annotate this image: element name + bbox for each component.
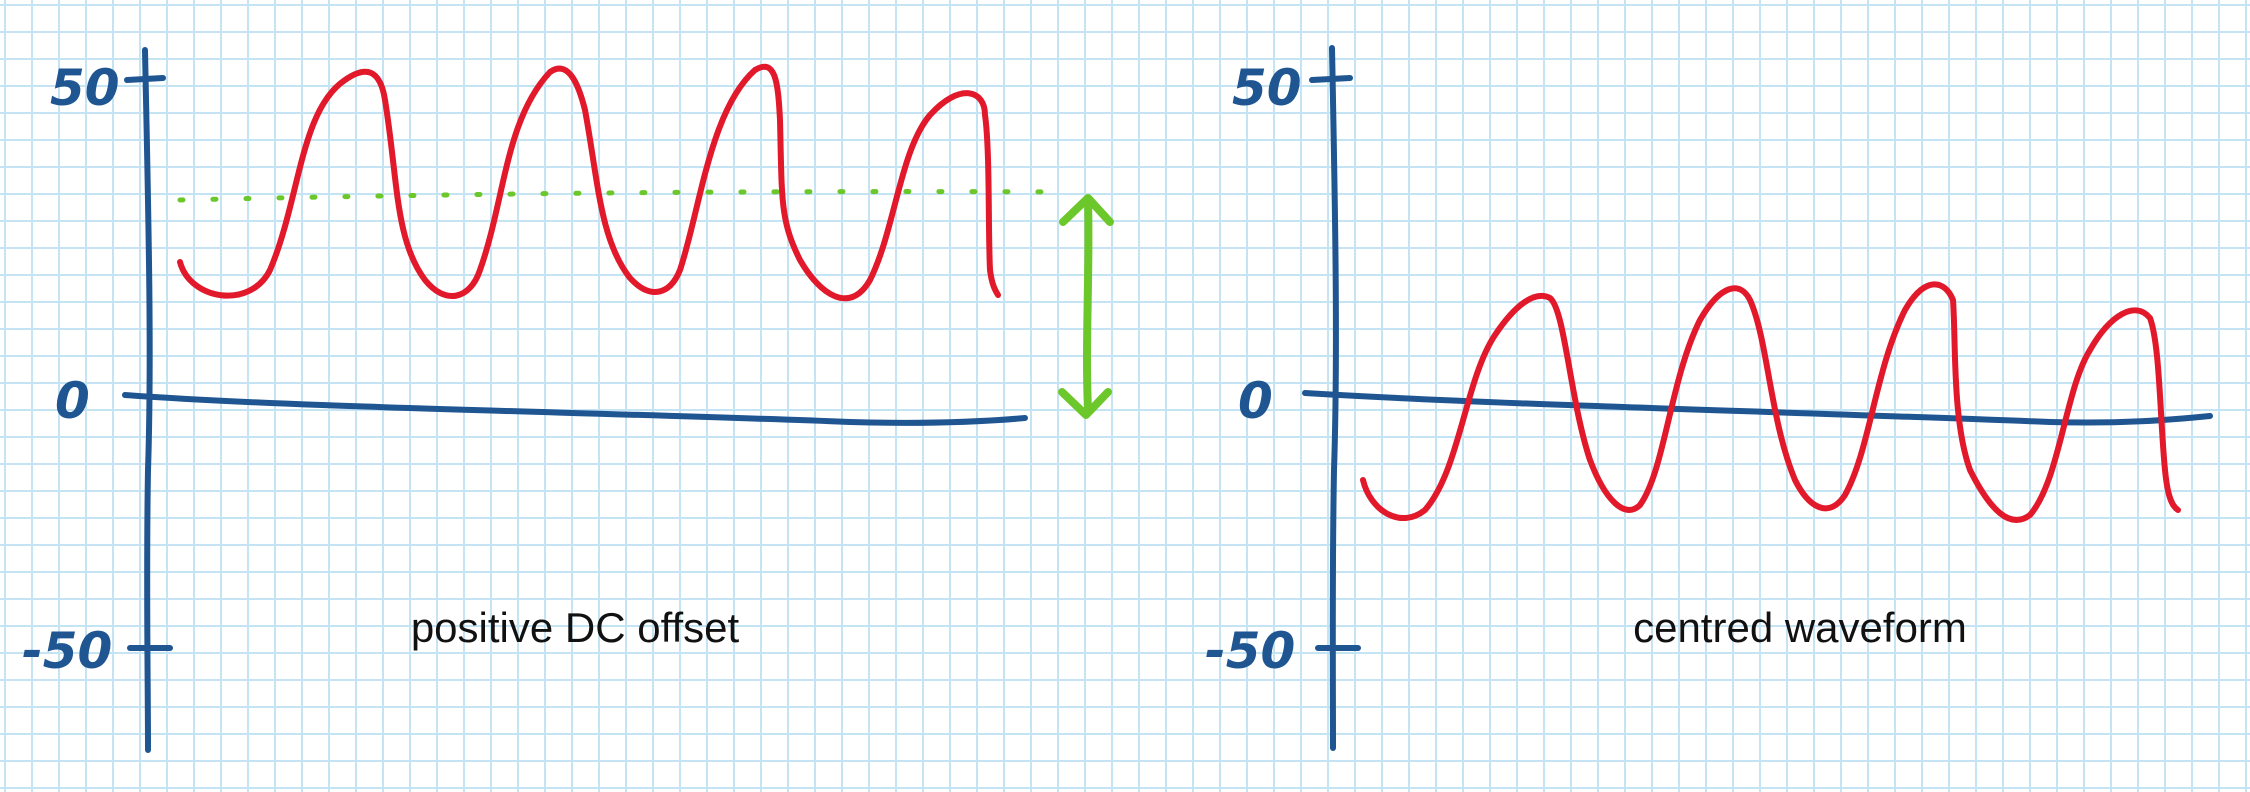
dc-offset-arrow — [1058, 194, 1114, 419]
right-caption: centred waveform — [1633, 604, 1967, 651]
right-tick-label-minus50: -50 — [1205, 622, 1295, 680]
offset-waveform — [177, 63, 1001, 302]
right-tick-50 — [1309, 75, 1353, 83]
left-tick-50 — [124, 75, 166, 83]
panel-dc-offset: 50 0 -50 — [22, 47, 1114, 753]
left-caption: positive DC offset — [411, 604, 740, 651]
right-tick-label-0: 0 — [1238, 372, 1273, 430]
centred-waveform — [1360, 281, 2181, 523]
left-tick-label-50: 50 — [50, 59, 120, 117]
panel-centred: 50 0 -50 — [1205, 45, 2213, 751]
left-x-axis — [122, 392, 1028, 426]
dc-offset-level-line — [177, 189, 1073, 203]
left-y-axis — [142, 47, 153, 753]
left-tick-label-0: 0 — [55, 372, 90, 430]
right-tick-label-50: 50 — [1232, 59, 1302, 117]
right-y-axis — [1329, 45, 1339, 751]
left-tick-label-minus50: -50 — [22, 622, 112, 680]
